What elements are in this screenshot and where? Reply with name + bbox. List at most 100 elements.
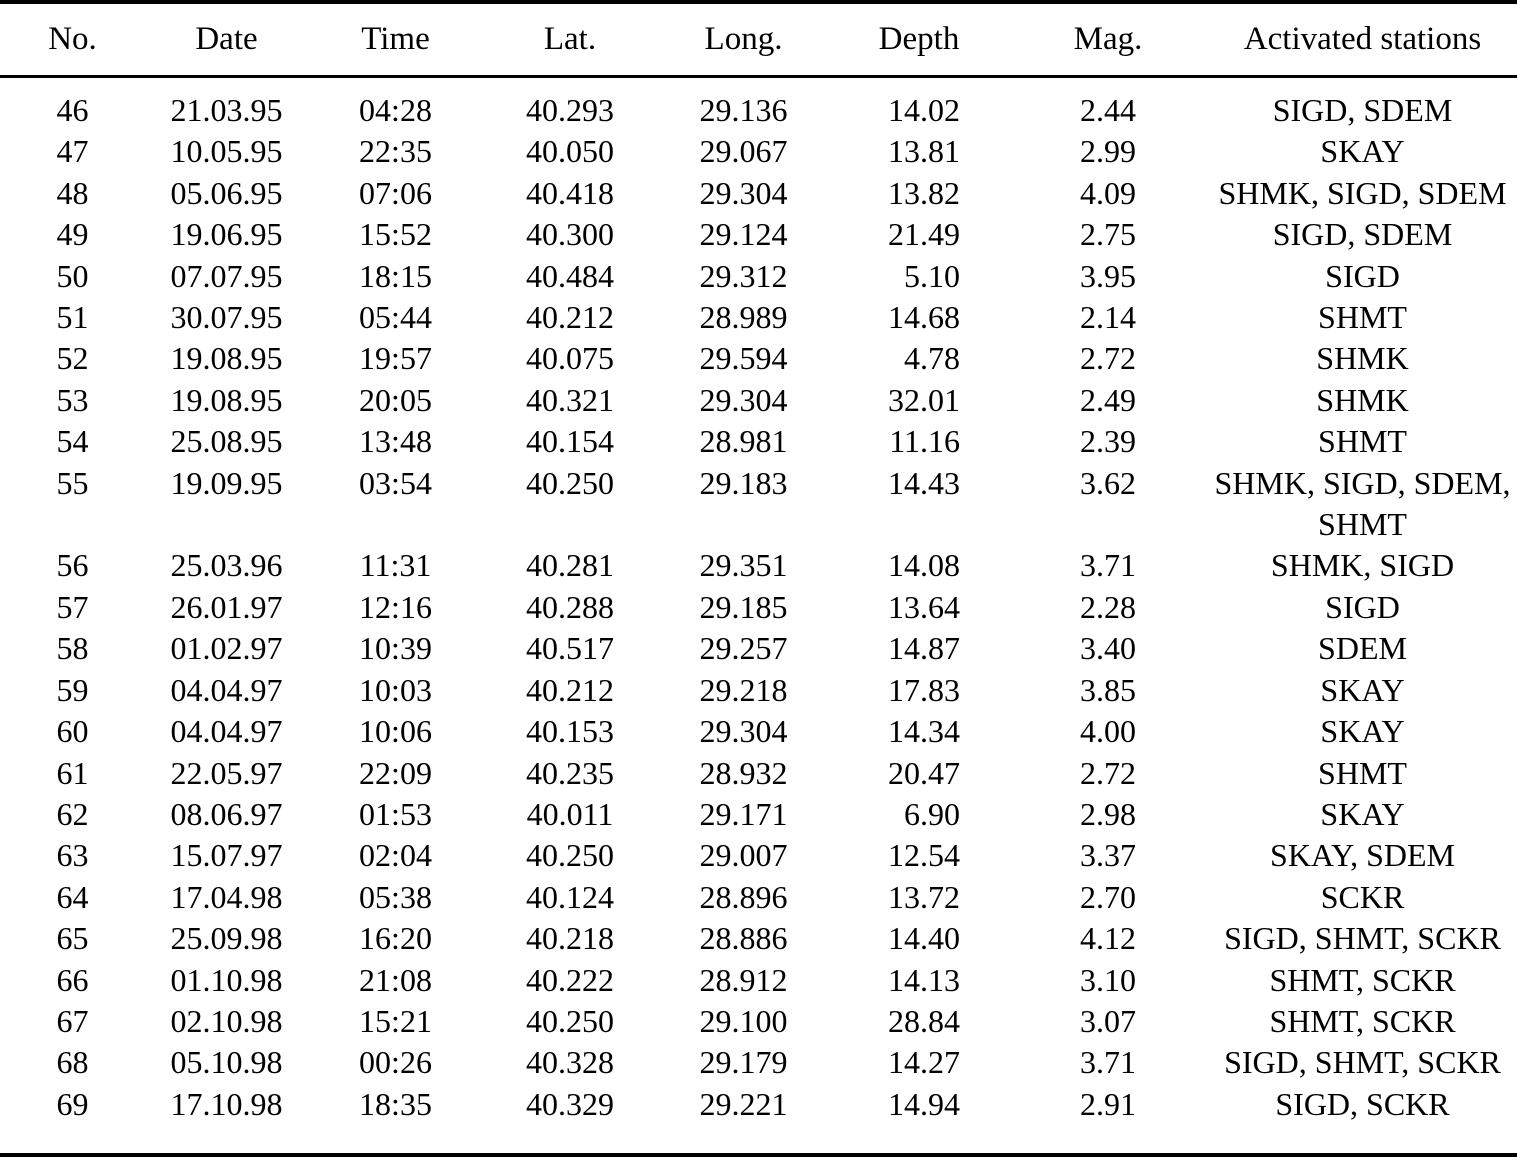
cell-stations: SIGD, SDEM xyxy=(1272,92,1453,128)
cell-date: 19.06.95 xyxy=(170,216,283,253)
cell-time: 19:57 xyxy=(359,340,432,377)
cell-time: 20:05 xyxy=(359,381,432,418)
cell-stations: SIGD, SCKR xyxy=(1275,1085,1450,1122)
column-header-lat: Lat. xyxy=(483,2,657,78)
cell-mag: 2.70 xyxy=(1080,878,1136,915)
table-row: 65 25.09.98 16:20 40.218 28.886 14.40 4.12 SIGD… xyxy=(0,918,1517,959)
cell-mag: 2.72 xyxy=(1080,340,1136,377)
cell-depth: 21.49 xyxy=(888,216,960,253)
cell-lat: 40.218 xyxy=(526,920,614,957)
header-row: No. Date Time Lat. Long. Depth Mag. Acti… xyxy=(0,2,1517,78)
cell-depth: 14.27 xyxy=(888,1044,960,1081)
cell-depth: 17.83 xyxy=(888,671,960,708)
table-row: 53 19.08.95 20:05 40.321 29.304 32.01 2.49 SHMK xyxy=(0,380,1517,421)
cell-mag: 2.49 xyxy=(1080,381,1136,418)
cell-time: 12:16 xyxy=(359,588,432,625)
cell-no: 53 xyxy=(56,381,89,418)
cell-time: 15:52 xyxy=(359,216,432,253)
cell-time: 10:03 xyxy=(359,671,432,708)
cell-time: 22:35 xyxy=(359,133,432,170)
cell-stations: SCKR xyxy=(1320,878,1405,915)
cell-long: 29.304 xyxy=(699,713,788,750)
table-row: 52 19.08.95 19:57 40.075 29.594 4.78 2.72 SHMK xyxy=(0,338,1517,379)
cell-long: 29.007 xyxy=(699,837,788,874)
cell-lat: 40.153 xyxy=(526,713,614,750)
cell-stations: SHMT, SCKR xyxy=(1269,961,1456,998)
cell-depth: 32.01 xyxy=(888,381,960,418)
cell-long: 29.179 xyxy=(699,1044,788,1081)
cell-no: 61 xyxy=(56,754,89,791)
cell-time: 05:44 xyxy=(359,299,432,336)
table-row: 61 22.05.97 22:09 40.235 28.932 20.47 2.72 SHMT xyxy=(0,753,1517,794)
cell-time: 05:38 xyxy=(359,878,432,915)
cell-time: 15:21 xyxy=(359,1002,432,1039)
cell-long: 29.136 xyxy=(699,92,788,128)
cell-long: 29.257 xyxy=(699,630,788,667)
cell-mag: 3.10 xyxy=(1080,961,1136,998)
cell-mag: 4.00 xyxy=(1080,713,1136,750)
table-row: 67 02.10.98 15:21 40.250 29.100 28.84 3.07 SHMT… xyxy=(0,1001,1517,1042)
table-row: 47 10.05.95 22:35 40.050 29.067 13.81 2.99 SKAY xyxy=(0,131,1517,172)
cell-depth: 14.40 xyxy=(888,920,960,957)
cell-no: 54 xyxy=(56,423,89,460)
cell-lat: 40.011 xyxy=(526,795,614,832)
cell-mag: 2.99 xyxy=(1080,133,1136,170)
cell-long: 28.989 xyxy=(699,299,788,336)
cell-mag: 3.62 xyxy=(1080,464,1136,501)
cell-depth: 13.72 xyxy=(888,878,960,915)
cell-date: 30.07.95 xyxy=(170,299,283,336)
cell-long: 28.912 xyxy=(699,961,788,998)
column-header-stations: Activated stations xyxy=(1208,2,1517,78)
cell-no: 47 xyxy=(56,133,89,170)
table-row: 57 26.01.97 12:16 40.288 29.185 13.64 2.28 SIGD xyxy=(0,587,1517,628)
cell-lat: 40.222 xyxy=(526,961,614,998)
table-row: 55 19.09.95 03:54 40.250 29.183 14.43 3.62 SHMK… xyxy=(0,463,1517,546)
cell-date: 21.03.95 xyxy=(170,92,283,128)
cell-lat: 40.329 xyxy=(526,1085,614,1122)
cell-no: 68 xyxy=(56,1044,89,1081)
column-header-time: Time xyxy=(308,2,483,78)
cell-depth: 13.64 xyxy=(888,588,960,625)
cell-time: 16:20 xyxy=(359,920,432,957)
cell-stations: SKAY xyxy=(1320,671,1405,708)
cell-depth: 13.82 xyxy=(888,174,960,211)
table-row: 69 17.10.98 18:35 40.329 29.221 14.94 2.91 SIGD… xyxy=(0,1084,1517,1155)
cell-mag: 3.85 xyxy=(1080,671,1136,708)
cell-mag: 2.72 xyxy=(1080,754,1136,791)
cell-date: 01.10.98 xyxy=(170,961,283,998)
cell-date: 25.03.96 xyxy=(170,547,283,584)
cell-depth: 14.13 xyxy=(888,961,960,998)
cell-time: 11:31 xyxy=(359,547,432,584)
cell-no: 49 xyxy=(56,216,89,253)
cell-mag: 3.71 xyxy=(1080,547,1136,584)
cell-stations: SKAY xyxy=(1320,133,1405,170)
table-row: 64 17.04.98 05:38 40.124 28.896 13.72 2.70 SCKR xyxy=(0,877,1517,918)
cell-time: 22:09 xyxy=(359,754,432,791)
cell-time: 10:39 xyxy=(359,630,432,667)
cell-stations: SKAY, SDEM xyxy=(1270,837,1455,874)
cell-depth: 4.78 xyxy=(904,340,960,377)
cell-depth: 14.43 xyxy=(888,464,960,501)
cell-stations: SDEM xyxy=(1318,630,1407,667)
cell-long: 29.100 xyxy=(699,1002,788,1039)
cell-mag: 3.95 xyxy=(1080,257,1136,294)
table-row: 56 25.03.96 11:31 40.281 29.351 14.08 3.71 SHMK… xyxy=(0,545,1517,586)
cell-lat: 40.288 xyxy=(526,588,614,625)
table-row: 59 04.04.97 10:03 40.212 29.218 17.83 3.85 SKAY xyxy=(0,670,1517,711)
cell-lat: 40.300 xyxy=(526,216,614,253)
table-row: 51 30.07.95 05:44 40.212 28.989 14.68 2.14 SHMT xyxy=(0,297,1517,338)
cell-lat: 40.484 xyxy=(526,257,614,294)
cell-no: 66 xyxy=(56,961,89,998)
cell-mag: 2.44 xyxy=(1080,92,1136,128)
cell-date: 26.01.97 xyxy=(170,588,283,625)
cell-long: 29.221 xyxy=(699,1085,788,1122)
cell-date: 01.02.97 xyxy=(170,630,283,667)
column-header-no: No. xyxy=(0,2,145,78)
cell-date: 04.04.97 xyxy=(170,671,283,708)
cell-lat: 40.250 xyxy=(526,1002,614,1039)
cell-no: 62 xyxy=(56,795,89,832)
cell-long: 29.312 xyxy=(699,257,788,294)
cell-date: 08.06.97 xyxy=(170,795,283,832)
cell-mag: 2.39 xyxy=(1080,423,1136,460)
cell-depth: 6.90 xyxy=(904,795,960,832)
